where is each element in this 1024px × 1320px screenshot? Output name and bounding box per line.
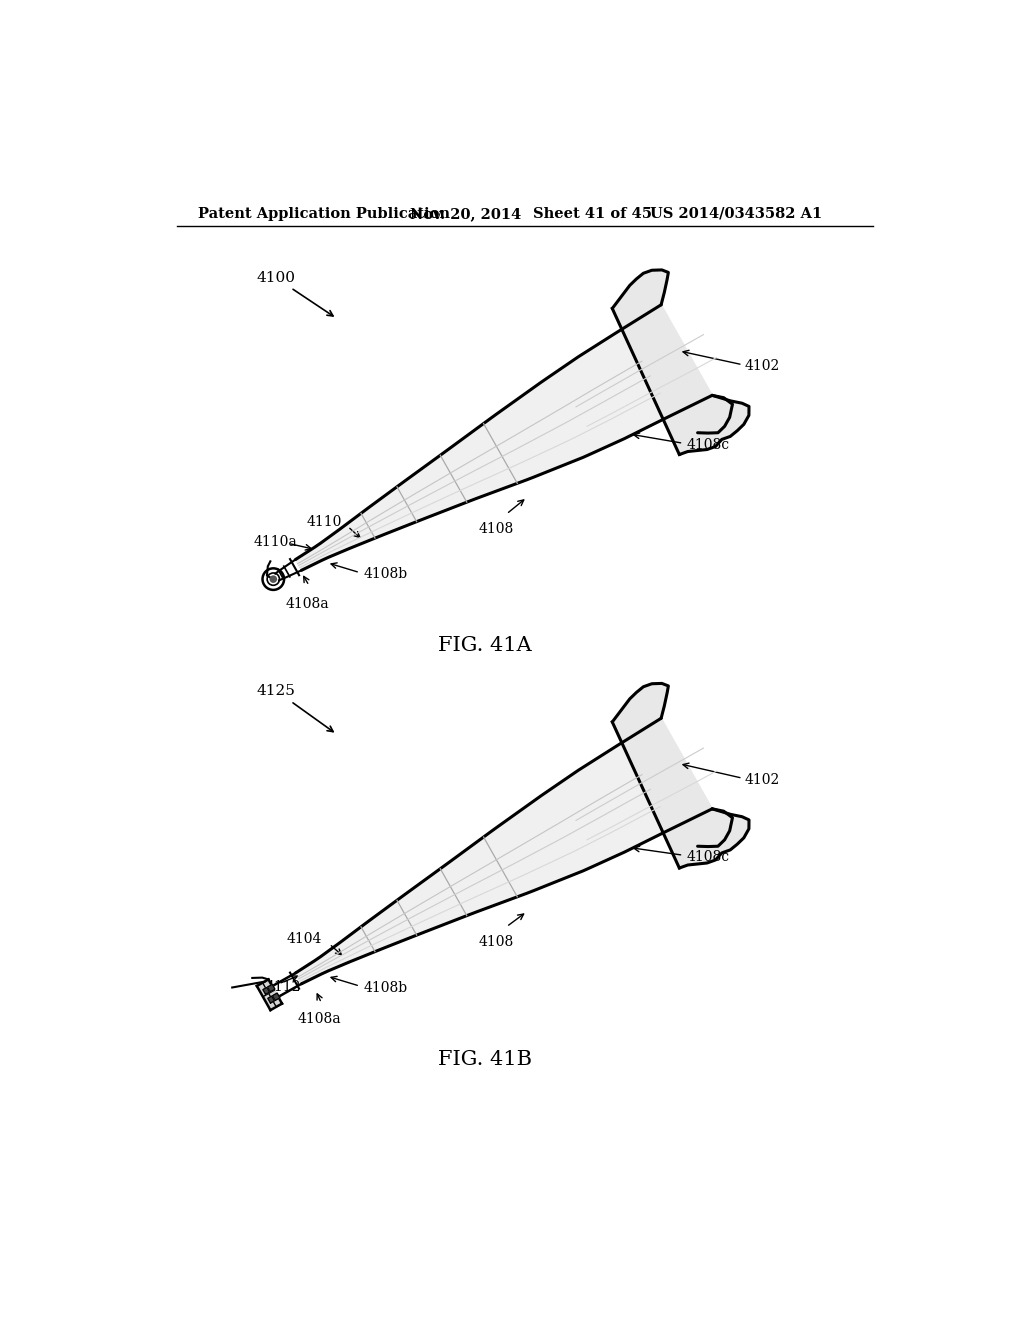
Text: 4110: 4110: [307, 515, 342, 529]
Text: 4108c: 4108c: [686, 850, 730, 863]
Polygon shape: [295, 305, 712, 570]
Text: 4108b: 4108b: [364, 981, 408, 995]
Text: 4104: 4104: [286, 932, 322, 946]
Polygon shape: [263, 987, 269, 994]
Polygon shape: [257, 979, 282, 1010]
Polygon shape: [272, 993, 280, 1001]
Polygon shape: [267, 985, 274, 991]
Text: 4108b: 4108b: [364, 568, 408, 581]
Text: 4102: 4102: [745, 359, 780, 374]
Text: FIG. 41A: FIG. 41A: [438, 636, 531, 655]
Text: FIG. 41B: FIG. 41B: [438, 1051, 531, 1069]
Text: 4108a: 4108a: [286, 597, 330, 611]
Polygon shape: [612, 684, 749, 869]
Text: 4112: 4112: [265, 979, 301, 994]
Text: 4125: 4125: [256, 684, 295, 698]
Text: 4110a: 4110a: [254, 535, 298, 549]
Text: 4100: 4100: [256, 271, 295, 285]
Polygon shape: [268, 997, 274, 1003]
Polygon shape: [612, 269, 749, 454]
Circle shape: [270, 576, 276, 582]
Text: 4102: 4102: [745, 772, 780, 787]
Text: 4108c: 4108c: [686, 438, 730, 451]
Text: Sheet 41 of 45: Sheet 41 of 45: [534, 207, 652, 220]
Text: 4108a: 4108a: [297, 1011, 341, 1026]
Text: Patent Application Publication: Patent Application Publication: [199, 207, 451, 220]
Text: 4108: 4108: [478, 935, 514, 949]
Polygon shape: [295, 718, 712, 983]
Text: US 2014/0343582 A1: US 2014/0343582 A1: [650, 207, 822, 220]
Text: Nov. 20, 2014: Nov. 20, 2014: [410, 207, 521, 220]
Text: 4108: 4108: [478, 521, 514, 536]
